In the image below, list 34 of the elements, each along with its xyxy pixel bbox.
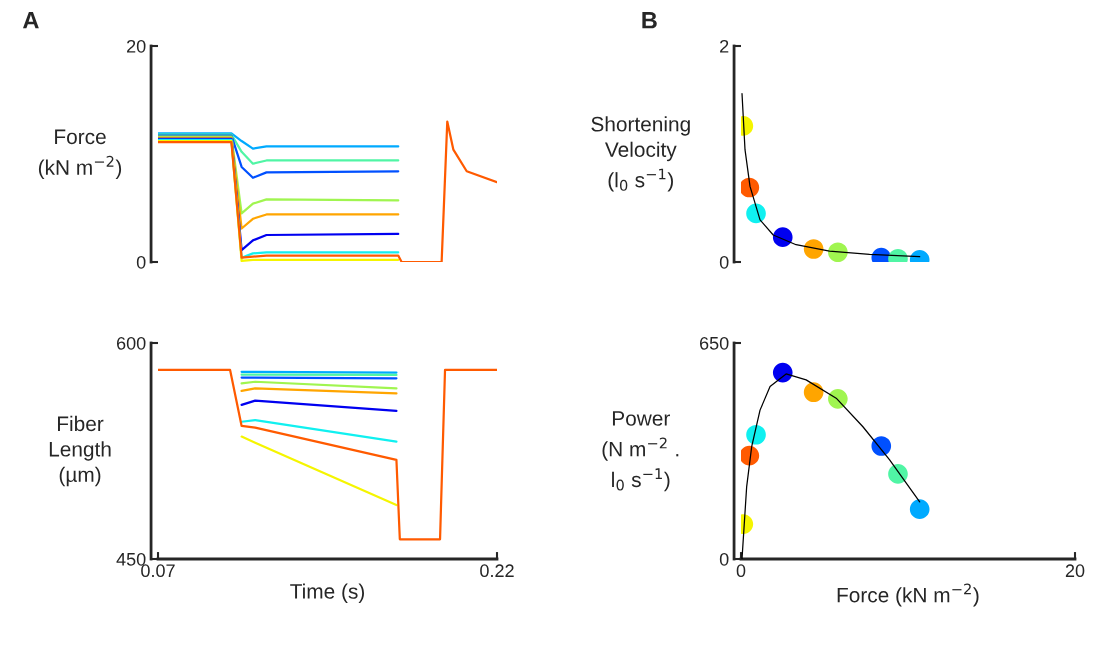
line-series	[158, 368, 497, 541]
y-tick-label: 600	[116, 336, 146, 350]
chart-title: B	[642, 12, 657, 29]
line-series	[158, 135, 400, 215]
text: Power (N m$^{−2}$ . l$_{0}$ s$^{−1}$)	[602, 411, 679, 492]
y-tick-label: 20	[127, 39, 146, 53]
x-tick-label: 0	[736, 564, 746, 578]
y-axis-title: Shortening Velocity (l$_{0}$ s$^{−1}$)	[591, 116, 690, 192]
x-axis-title: Time (s)	[290, 583, 365, 603]
y-axis-title: Force (kN m$^{−2}$)	[38, 129, 122, 179]
line-series	[158, 134, 400, 179]
y-tick-label: 0	[136, 255, 146, 269]
line-series	[158, 120, 497, 262]
x-axis-title: Force (kN m$^{−2}$)	[837, 583, 979, 607]
point	[828, 242, 848, 262]
y-tick-label: 2	[720, 39, 729, 53]
point	[803, 382, 824, 402]
line-series	[158, 132, 400, 150]
x-tick-label: 0.22	[480, 564, 514, 578]
x-tick-label: 0.07	[141, 564, 175, 578]
point	[909, 499, 930, 519]
y-tick-label: 0	[719, 255, 729, 269]
x-tick-label: 20	[1065, 564, 1085, 578]
y-tick-label: 650	[699, 336, 729, 350]
point	[828, 389, 848, 409]
y-tick-label: 450	[116, 552, 146, 566]
point	[741, 445, 760, 466]
chart-title: A	[22, 12, 39, 29]
point	[772, 362, 793, 383]
point	[746, 203, 766, 224]
y-axis-title: Fiber Length (µm)	[49, 415, 111, 487]
line-series	[158, 136, 400, 230]
y-tick-label: 0	[719, 552, 729, 566]
line-series	[158, 133, 400, 165]
